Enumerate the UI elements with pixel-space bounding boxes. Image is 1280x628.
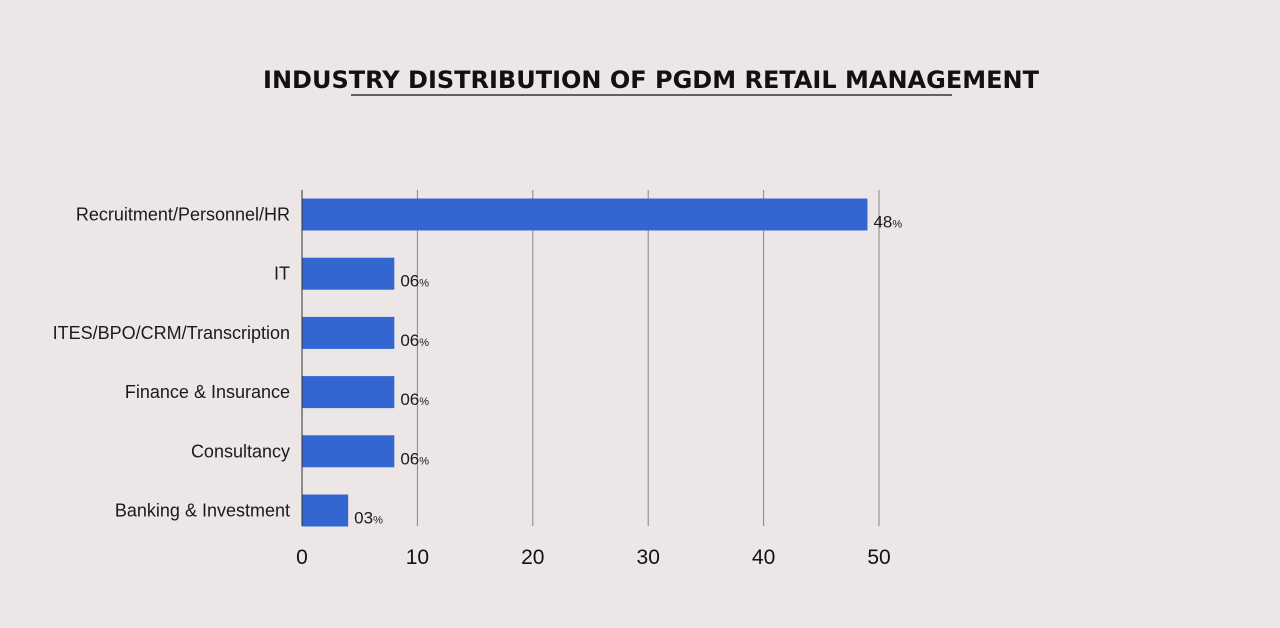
chart-title: INDUSTRY DISTRIBUTION OF PGDM RETAIL MAN… — [263, 66, 1040, 94]
percent-sign: % — [419, 455, 429, 467]
bar — [302, 435, 395, 468]
category-label: Banking & Investment — [115, 501, 290, 521]
percent-sign: % — [419, 396, 429, 408]
x-tick-label: 20 — [521, 546, 544, 569]
bar — [302, 494, 349, 527]
category-label: ITES/BPO/CRM/Transcription — [53, 323, 290, 343]
category-label: IT — [274, 264, 290, 284]
category-label: Finance & Insurance — [125, 382, 290, 402]
category-label: Consultancy — [191, 441, 290, 461]
bars — [302, 198, 868, 527]
value-label: 48% — [873, 213, 902, 232]
gridlines — [416, 190, 880, 526]
x-tick-label: 10 — [406, 546, 429, 569]
category-labels: Recruitment/Personnel/HR IT ITES/BPO/CRM/T… — [53, 205, 290, 521]
x-tick-label: 50 — [867, 546, 890, 569]
percent-sign: % — [419, 337, 429, 349]
bar — [302, 316, 395, 349]
value-label: 06% — [400, 449, 429, 468]
x-tick-label: 40 — [752, 546, 775, 569]
value-label: 06% — [400, 331, 429, 350]
x-tick-labels: 0 10 20 30 40 50 — [296, 546, 891, 569]
bar — [302, 376, 395, 409]
value-label: 06% — [400, 390, 429, 409]
value-labels: 48% 06% 06% 06% 06% 03% — [354, 213, 902, 528]
value-label: 06% — [400, 272, 429, 291]
x-tick-label: 30 — [637, 546, 660, 569]
percent-sign: % — [419, 278, 429, 290]
x-tick-label: 0 — [296, 546, 308, 569]
percent-sign: % — [892, 219, 902, 231]
percent-sign: % — [373, 515, 383, 527]
bar — [302, 198, 868, 231]
category-label: Recruitment/Personnel/HR — [76, 205, 290, 225]
bar — [302, 257, 395, 290]
value-label: 03% — [354, 509, 383, 528]
